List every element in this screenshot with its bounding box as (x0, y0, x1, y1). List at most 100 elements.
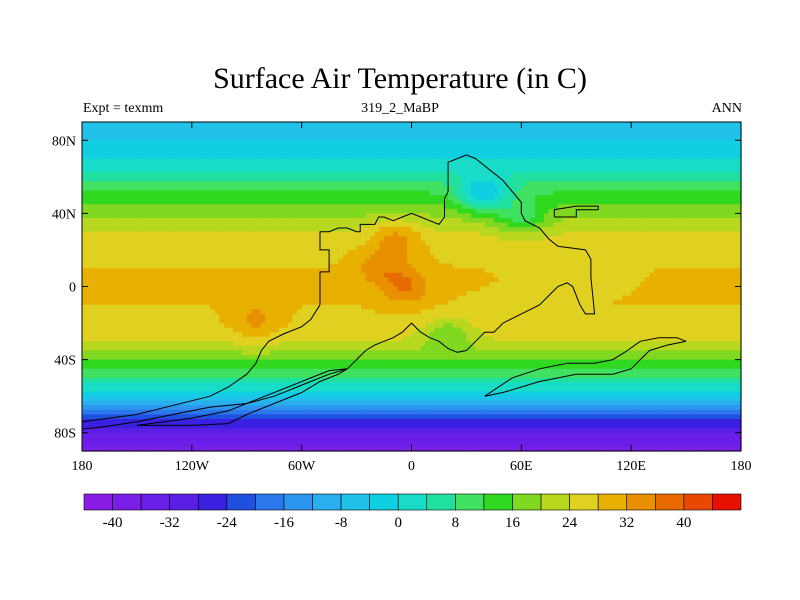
temperature-cell (603, 158, 609, 164)
temperature-cell (525, 158, 532, 164)
temperature-cell (617, 185, 623, 192)
temperature-cell (589, 172, 596, 178)
temperature-cell (278, 227, 284, 233)
temperature-cell (535, 254, 541, 260)
temperature-cell (127, 144, 133, 151)
temperature-cell (727, 131, 733, 137)
temperature-cell (104, 245, 111, 251)
temperature-cell (393, 140, 399, 146)
temperature-cell (663, 144, 669, 151)
temperature-cell (658, 259, 664, 265)
temperature-cell (530, 204, 536, 210)
temperature-cell (86, 254, 92, 260)
temperature-cell (246, 208, 252, 214)
temperature-cell (246, 263, 252, 269)
temperature-cell (525, 135, 532, 141)
temperature-cell (287, 163, 294, 169)
temperature-cell (100, 163, 106, 169)
temperature-cell (136, 144, 143, 151)
temperature-cell (631, 185, 637, 192)
temperature-cell (498, 149, 504, 155)
temperature-cell (736, 231, 742, 237)
temperature-cell (503, 240, 509, 246)
temperature-cell (416, 268, 422, 274)
temperature-cell (237, 217, 243, 224)
temperature-cell (567, 263, 573, 269)
temperature-cell (649, 190, 655, 196)
temperature-cell (292, 190, 298, 196)
temperature-cell (265, 185, 271, 192)
temperature-cell (393, 213, 399, 219)
temperature-cell (425, 181, 431, 187)
temperature-cell (663, 176, 669, 182)
temperature-cell (104, 254, 111, 260)
temperature-cell (210, 222, 216, 228)
temperature-cell (635, 181, 641, 187)
temperature-cell (576, 185, 582, 192)
temperature-cell (164, 217, 170, 224)
temperature-cell (269, 163, 275, 169)
temperature-cell (278, 204, 284, 210)
temperature-cell (374, 277, 381, 283)
temperature-cell (329, 153, 335, 160)
temperature-cell (109, 122, 115, 128)
temperature-cell (164, 144, 170, 151)
temperature-cell (306, 126, 312, 132)
temperature-cell (466, 149, 472, 155)
temperature-cell (100, 272, 106, 278)
temperature-cell (411, 167, 417, 173)
temperature-cell (347, 254, 353, 260)
temperature-cell (219, 163, 225, 169)
temperature-cell (196, 208, 202, 214)
temperature-cell (329, 259, 335, 265)
temperature-cell (429, 195, 435, 201)
temperature-cell (443, 158, 449, 164)
temperature-cell (731, 190, 738, 196)
temperature-cell (86, 140, 92, 146)
temperature-cell (681, 167, 687, 173)
temperature-cell (159, 227, 165, 233)
temperature-cell (416, 236, 422, 242)
temperature-cell (352, 172, 358, 178)
temperature-cell (255, 149, 262, 155)
temperature-cell (622, 222, 628, 228)
temperature-cell (196, 144, 202, 151)
temperature-cell (699, 204, 705, 210)
temperature-cell (274, 217, 280, 224)
temperature-cell (663, 195, 669, 201)
temperature-cell (127, 181, 133, 187)
temperature-cell (480, 149, 486, 155)
temperature-cell (612, 158, 619, 164)
temperature-cell (489, 163, 495, 169)
temperature-cell (265, 199, 271, 205)
temperature-cell (736, 140, 742, 146)
temperature-cell (118, 144, 124, 151)
temperature-cell (516, 208, 522, 214)
temperature-cell (278, 199, 284, 205)
temperature-cell (448, 245, 454, 251)
temperature-cell (187, 208, 193, 214)
temperature-cell (493, 195, 500, 201)
temperature-cell (347, 249, 353, 256)
temperature-cell (333, 158, 339, 164)
temperature-cell (200, 185, 207, 192)
temperature-cell (164, 195, 170, 201)
temperature-cell (507, 140, 513, 146)
temperature-cell (173, 277, 179, 283)
temperature-cell (466, 176, 472, 182)
temperature-cell (155, 199, 161, 205)
temperature-cell (631, 131, 637, 137)
temperature-cell (306, 236, 312, 242)
temperature-cell (132, 245, 138, 251)
temperature-cell (292, 213, 298, 219)
temperature-cell (388, 181, 394, 187)
temperature-cell (109, 153, 115, 160)
temperature-cell (690, 163, 696, 169)
temperature-cell (297, 222, 303, 228)
temperature-cell (379, 249, 385, 256)
temperature-cell (498, 204, 504, 210)
temperature-cell (516, 176, 522, 182)
temperature-cell (663, 208, 669, 214)
temperature-cell (676, 126, 683, 132)
temperature-cell (292, 163, 298, 169)
